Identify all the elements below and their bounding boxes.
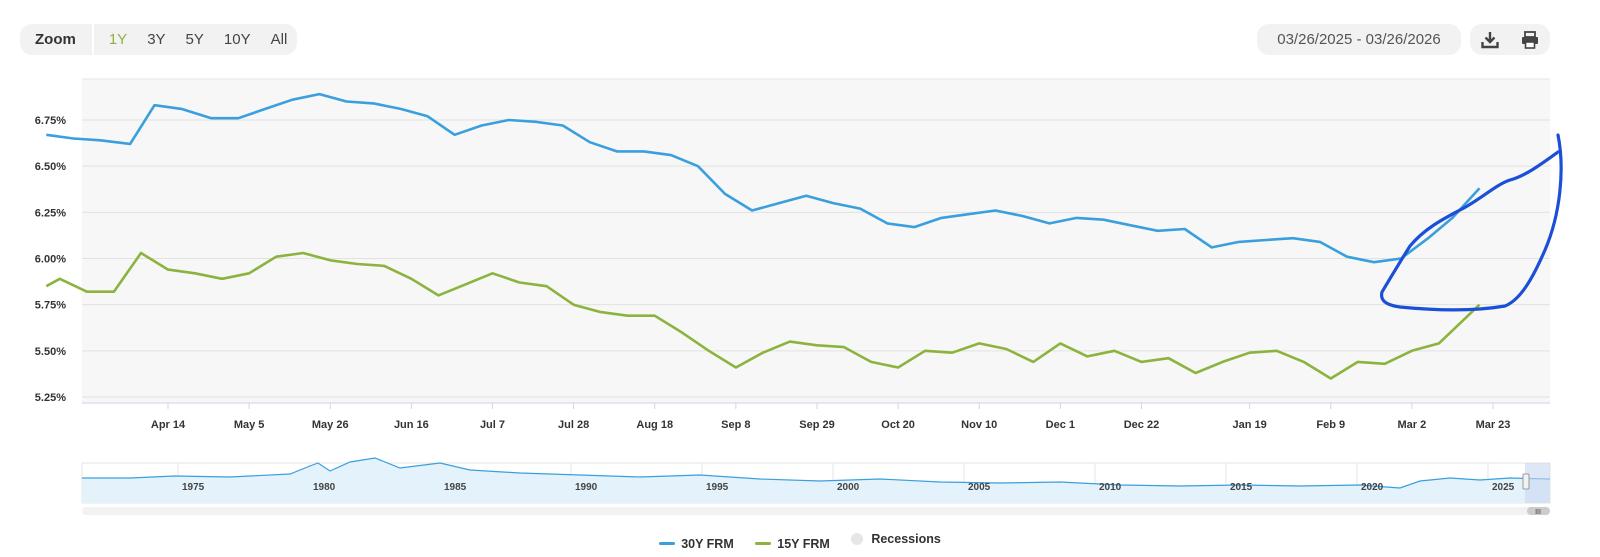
legend-item-15y[interactable]: 15Y FRM <box>755 537 830 551</box>
navigator-year-label: 2000 <box>837 482 860 493</box>
x-tick-label: Dec 22 <box>1124 419 1159 431</box>
legend-recessions-swatch <box>851 533 864 545</box>
navigator-year-label: 2010 <box>1099 482 1122 493</box>
zoom-1y-button[interactable]: 1Y <box>108 31 128 48</box>
zoom-3y-button[interactable]: 3Y <box>147 31 166 48</box>
legend-item-30y[interactable]: 30Y FRM <box>659 537 734 551</box>
date-range-display[interactable]: 03/26/2025 - 03/26/2026 <box>1257 24 1461 55</box>
legend-recessions-label: Recessions <box>871 532 941 546</box>
x-tick-label: Mar 23 <box>1476 419 1511 431</box>
zoom-label: Zoom <box>20 24 94 55</box>
y-tick-label: 6.00% <box>35 254 66 266</box>
x-tick-label: Jan 19 <box>1233 419 1267 431</box>
y-tick-label: 5.50% <box>35 346 66 358</box>
navigator-year-labels: 1975 1980 1985 1990 1995 2000 2005 2010 2015 2020… <box>182 482 1515 493</box>
x-tick-label: Nov 10 <box>961 419 997 431</box>
x-tick-label: Mar 2 <box>1398 419 1427 431</box>
legend-15y-label: 15Y FRM <box>777 536 830 551</box>
navigator-year-label: 1975 <box>182 482 205 493</box>
navigator-year-label: 2020 <box>1361 482 1384 493</box>
navigator-year-label: 2025 <box>1492 482 1515 493</box>
x-tick-label: Sep 29 <box>799 419 834 431</box>
x-tick-label: May 5 <box>234 419 265 431</box>
zoom-all-button[interactable]: All <box>270 31 288 48</box>
x-tick-label: Jun 16 <box>394 419 429 431</box>
navigator-year-label: 1995 <box>706 482 729 493</box>
zoom-selector: Zoom 1Y 3Y 5Y 10Y All <box>20 24 298 55</box>
y-axis-labels: 5.25% 5.50% 5.75% 6.00% 6.25% 6.50% 6.75% <box>35 115 66 404</box>
navigator-year-label: 2005 <box>968 482 991 493</box>
navigator-scrollbar-thumb[interactable] <box>1527 507 1550 515</box>
x-tick-label: Apr 14 <box>151 419 186 431</box>
zoom-5y-button[interactable]: 5Y <box>185 31 204 48</box>
x-tick-label: Oct 20 <box>881 419 915 431</box>
x-tick-label: Sep 8 <box>721 419 750 431</box>
zoom-10y-button[interactable]: 10Y <box>223 31 251 48</box>
x-tick-label: May 26 <box>312 419 349 431</box>
x-tick-label: Aug 18 <box>636 419 673 431</box>
x-axis-labels: Apr 14 May 5 May 26 Jun 16 Jul 7 Jul 28 Aug 18… <box>151 419 1511 431</box>
export-controls <box>1470 24 1550 55</box>
navigator-area <box>82 458 1550 503</box>
y-tick-label: 6.50% <box>35 161 66 173</box>
chart-legend: 30Y FRM 15Y FRM Recessions <box>0 532 1600 551</box>
legend-item-recessions[interactable]: Recessions <box>851 532 941 546</box>
x-tick-label: Feb 9 <box>1316 419 1345 431</box>
legend-30y-swatch <box>659 542 676 545</box>
navigator-year-label: 1990 <box>575 482 598 493</box>
y-tick-label: 6.25% <box>35 207 66 219</box>
x-axis-ticks <box>167 403 1494 409</box>
download-icon[interactable] <box>1478 28 1502 52</box>
navigator-scrollbar-track[interactable] <box>82 507 1550 515</box>
navigator-line <box>82 457 1551 489</box>
print-icon[interactable] <box>1518 28 1542 52</box>
navigator-year-label: 2015 <box>1230 482 1253 493</box>
legend-15y-swatch <box>755 542 772 545</box>
x-tick-label: Jul 7 <box>480 419 505 431</box>
navigator-year-label: 1980 <box>313 482 336 493</box>
navigator-year-label: 1985 <box>444 482 467 493</box>
y-tick-label: 5.25% <box>35 392 66 404</box>
y-tick-label: 6.75% <box>35 115 66 127</box>
legend-30y-label: 30Y FRM <box>681 536 734 551</box>
plot-area <box>82 79 1550 403</box>
series-30y-frm-line <box>46 92 1481 264</box>
hand-drawn-annotation-loop <box>1379 133 1563 312</box>
navigator-left-handle[interactable] <box>1522 473 1530 490</box>
x-tick-label: Jul 28 <box>558 419 589 431</box>
x-tick-label: Dec 1 <box>1046 419 1075 431</box>
scrollbar-grip-icon: III <box>1535 509 1541 516</box>
series-15y-frm-line <box>45 251 1481 380</box>
y-tick-label: 5.75% <box>35 300 66 312</box>
